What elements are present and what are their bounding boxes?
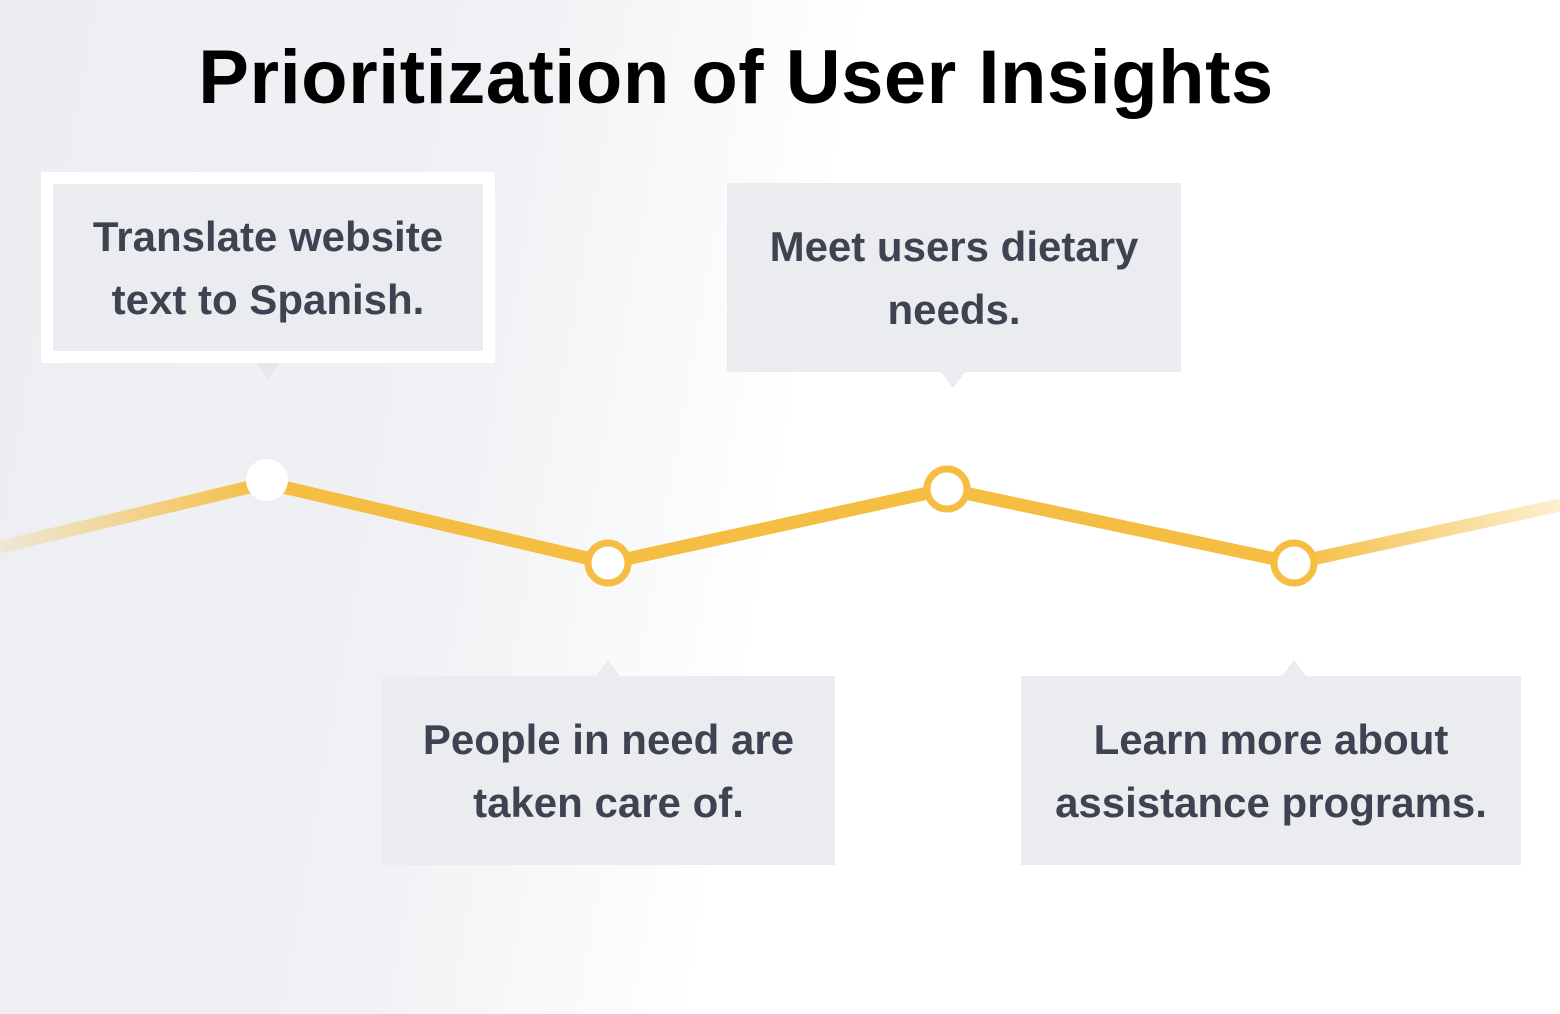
insight-label: Meet users dietary needs.: [769, 222, 1139, 333]
insight-callout-3[interactable]: Meet users dietary needs.: [727, 183, 1181, 372]
insight-callout-1[interactable]: Translate website text to Spanish.: [41, 172, 495, 363]
timeline-segment-left: [0, 476, 268, 554]
insight-callout-2[interactable]: People in need are taken care of.: [382, 676, 835, 865]
page-title: Prioritization of User Insights: [198, 35, 1274, 120]
timeline-node-2[interactable]: [584, 539, 632, 587]
callout-pointer: [941, 372, 965, 388]
callout-pointer: [1282, 660, 1306, 676]
timeline-node-3[interactable]: [923, 465, 971, 513]
insight-label: Translate website text to Spanish.: [92, 212, 444, 323]
insight-label: Learn more about assistance programs.: [1055, 715, 1487, 826]
insight-callout-4[interactable]: Learn more about assistance programs.: [1021, 676, 1521, 865]
callout-pointer: [256, 363, 280, 379]
callout-pointer: [596, 660, 620, 676]
timeline-segment-right: [1292, 498, 1560, 570]
timeline-node-4[interactable]: [1270, 539, 1318, 587]
timeline-node-1[interactable]: [246, 459, 288, 501]
insight-label: People in need are taken care of.: [422, 715, 795, 826]
timeline-segment-main: [264, 476, 1296, 570]
